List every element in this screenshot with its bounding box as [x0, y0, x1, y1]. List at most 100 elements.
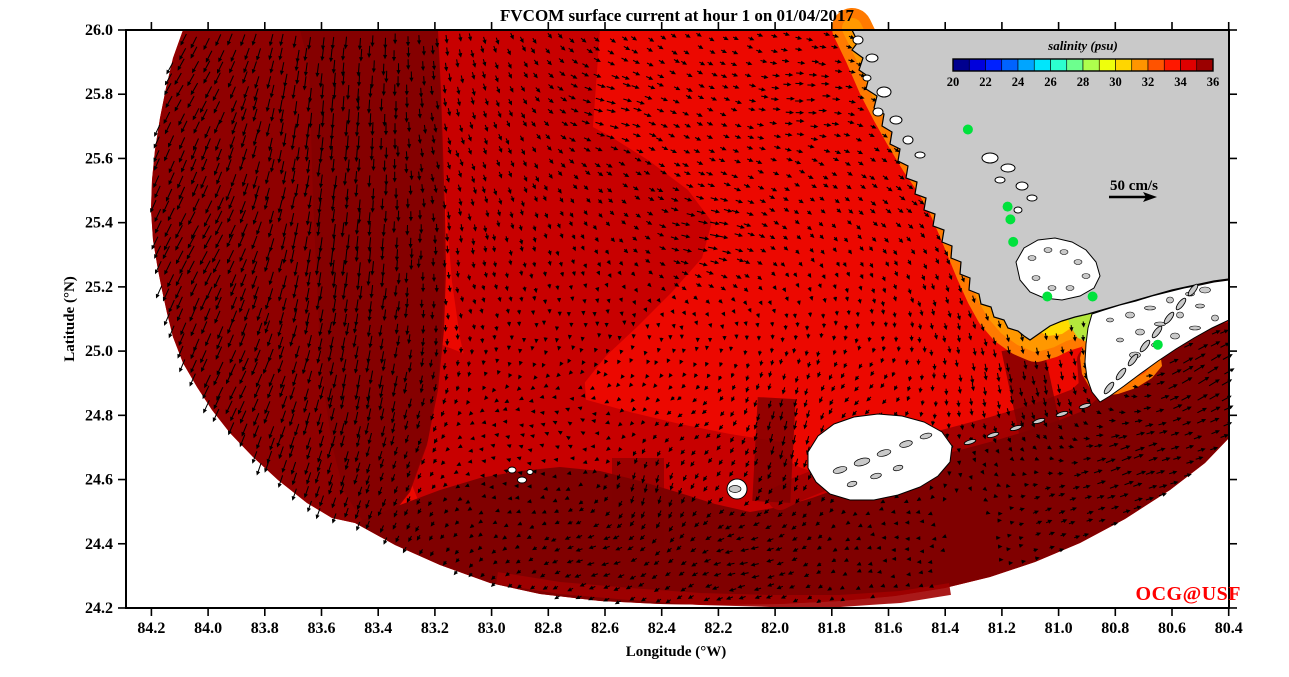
colorbar-segment-26 [1050, 58, 1068, 72]
axes-frame: 84.2 84.0 83.8 83.6 83.4 83.2 83.0 82.8 82.6 82.4… [85, 22, 1243, 637]
whitewater-islet-4 [1081, 273, 1091, 279]
colorbar-segment-28 [1082, 58, 1100, 72]
x-tick-label: 80.8 [1101, 620, 1129, 637]
y-axis-label: Latitude (°N) [62, 276, 78, 362]
coastal-islet-11 [1015, 181, 1029, 191]
colorbar-segment-22 [985, 58, 1003, 72]
colorbar-frame [952, 58, 1214, 72]
y-tick-label: 24.6 [85, 472, 113, 489]
scale-arrow-head-icon [1143, 192, 1157, 202]
upper-keys-island-1 [1175, 297, 1187, 311]
upper-keys-island-6 [1115, 367, 1127, 381]
upper-keys-island-3 [1151, 325, 1163, 339]
coastal-islet-2 [862, 74, 872, 82]
y-tick-label: 26.0 [85, 22, 113, 39]
middle-keys-island-2 [1032, 417, 1046, 425]
x-tick-label: 82.2 [704, 620, 732, 637]
salinity-atlantic-dark [355, 322, 1229, 605]
river-point-6 [1152, 339, 1163, 350]
x-tick-label: 80.6 [1158, 620, 1186, 637]
coastline-and-land [507, 29, 1230, 501]
colorbar-segment-24 [1017, 58, 1035, 72]
x-tick-label: 81.6 [875, 620, 903, 637]
x-tick-label: 83.2 [421, 620, 449, 637]
scale-arrow-label: 50 cm/s [1110, 178, 1158, 194]
x-tick-label: 82.4 [648, 620, 676, 637]
key-west-island [728, 485, 742, 493]
dry-tortugas-islet-1 [517, 476, 527, 484]
lower-keys-island-2 [876, 449, 892, 457]
coastal-islet-1 [865, 53, 879, 63]
coastal-islet-0 [852, 35, 864, 45]
colorbar: 20 22 24 26 28 30 32 34 36 [947, 58, 1219, 89]
x-tick-label: 82.8 [534, 620, 562, 637]
x-tick-label: 81.8 [818, 620, 846, 637]
x-tick-label: 81.2 [988, 620, 1016, 637]
whitewater-islet-1 [1043, 247, 1053, 253]
colorbar-segment-21 [968, 58, 986, 72]
upper-keys-island-7 [1103, 381, 1115, 395]
river-point-0 [962, 124, 973, 135]
x-tick-label: 83.0 [478, 620, 506, 637]
coastal-islet-9 [1000, 163, 1016, 173]
florida-bay-islet-7 [1135, 328, 1145, 336]
colorbar-segment-31 [1131, 58, 1149, 72]
x-tick-label: 81.0 [1045, 620, 1073, 637]
x-tick-label: 81.4 [931, 620, 959, 637]
x-tick-label: 84.2 [137, 620, 165, 637]
florida-bay-islet-6 [1116, 337, 1124, 343]
colorbar-segment-20 [952, 58, 970, 72]
dry-tortugas-islet-2 [526, 469, 534, 475]
coastal-islet-10 [994, 176, 1006, 184]
y-tick-label: 25.2 [85, 279, 113, 296]
x-tick-label: 83.6 [308, 620, 336, 637]
colorbar-segment-35 [1196, 58, 1214, 72]
colorbar-segment-34 [1180, 58, 1198, 72]
river-point-2 [1005, 214, 1016, 225]
x-tick-label: 84.0 [194, 620, 222, 637]
middle-keys-island-0 [1078, 402, 1092, 410]
colorbar-tick-label: 20 [947, 75, 960, 89]
upper-keys-island-4 [1139, 339, 1151, 353]
lower-keys-bank [807, 413, 953, 501]
whitewater-bay [1015, 237, 1101, 301]
colorbar-segment-32 [1147, 58, 1165, 72]
y-tick-label: 25.8 [85, 86, 113, 103]
upper-keys-island-5 [1127, 353, 1139, 367]
dry-tortugas-islet-0 [507, 466, 517, 474]
florida-bay-islet-14 [1189, 325, 1201, 331]
river-point-1 [1002, 201, 1013, 212]
florida-bay-islet-13 [1170, 332, 1180, 340]
scale-arrow [1109, 192, 1157, 202]
river-point-4 [1042, 291, 1053, 302]
coastal-islet-3 [876, 86, 892, 98]
colorbar-tick-label: 28 [1077, 75, 1090, 89]
x-tick-label: 80.4 [1215, 620, 1243, 637]
middle-keys-island-4 [986, 431, 1000, 439]
colorbar-segment-23 [1001, 58, 1019, 72]
lower-keys-island-0 [832, 466, 848, 474]
florida-bay-islet-5 [1199, 286, 1211, 294]
y-tick-label: 24.4 [85, 536, 113, 553]
colorbar-segment-30 [1115, 58, 1133, 72]
plot-title: FVCOM surface current at hour 1 on 01/04… [500, 6, 854, 25]
lower-keys-island-7 [892, 464, 904, 472]
x-axis-label: Longitude (°W) [626, 644, 727, 660]
florida-bay-islet-9 [1176, 311, 1184, 319]
florida-bay-islet-10 [1195, 303, 1205, 309]
river-point-3 [1008, 236, 1019, 247]
coastal-islet-6 [902, 135, 914, 145]
coastal-islet-8 [981, 152, 999, 164]
plot-frame [125, 29, 1230, 609]
lower-keys-island-4 [919, 432, 933, 440]
coastal-islet-5 [889, 115, 903, 125]
colorbar-tick-label: 26 [1044, 75, 1057, 89]
salinity-central-tongue [564, 115, 712, 386]
whitewater-islet-6 [1047, 285, 1057, 291]
lower-keys-island-3 [899, 440, 913, 448]
x-tick-label: 83.4 [364, 620, 392, 637]
colorbar-segment-27 [1066, 58, 1084, 72]
middle-keys-island-1 [1055, 410, 1069, 418]
florida-bay-islet-3 [1166, 296, 1174, 304]
